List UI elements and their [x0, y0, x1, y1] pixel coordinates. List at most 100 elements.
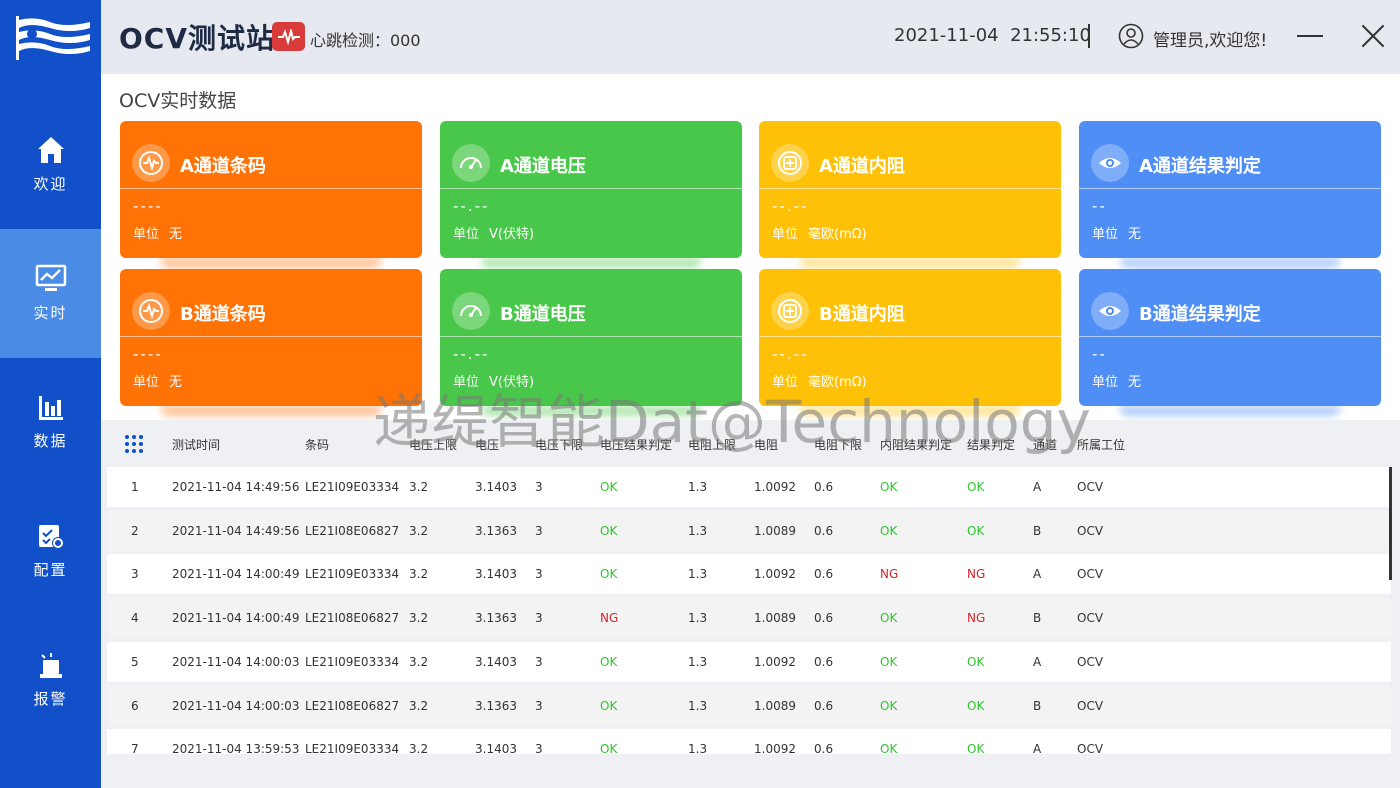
- alarm-icon: [39, 653, 62, 678]
- table-cell: 0.6: [814, 655, 834, 669]
- table-cell: 1.0092: [754, 742, 796, 754]
- table-row[interactable]: 5 2021-11-04 14:00:03 LE21I09E03334 3.2 3.14…: [107, 642, 1391, 682]
- col-header-volt-result[interactable]: 电压结果判定: [600, 438, 673, 452]
- card-title: A通道内阻: [819, 156, 905, 177]
- table-header: 测试时间 条码 电压上限 电压 电压下限 电压结果判定 电阻上限 电阻 电阻下限…: [107, 420, 1398, 464]
- card-title: A通道结果判定: [1139, 156, 1261, 177]
- col-header-resistance[interactable]: 电阻: [754, 438, 779, 452]
- nav-item-data[interactable]: 数据: [0, 358, 101, 487]
- nav-label: 实时: [33, 304, 68, 322]
- card-unit: 单位 V(伏特): [453, 375, 535, 390]
- nav-label: 数据: [33, 432, 68, 450]
- table-row[interactable]: 4 2021-11-04 14:00:49 LE21I08E06827 3.2 3.13…: [107, 598, 1391, 638]
- col-header-res-lower[interactable]: 电阻下限: [814, 438, 863, 452]
- table-cell: 3: [131, 567, 139, 581]
- table-row[interactable]: 7 2021-11-04 13:59:53 LE21I09E03334 3.2 3.14…: [107, 729, 1391, 754]
- table-cell: A: [1033, 742, 1042, 754]
- footer-strip: [101, 754, 1400, 788]
- nav-item-config[interactable]: 配置: [0, 487, 101, 616]
- table-row[interactable]: 3 2021-11-04 14:00:49 LE21I09E03334 3.2 3.14…: [107, 554, 1391, 594]
- table-row[interactable]: 6 2021-11-04 14:00:03 LE21I08E06827 3.2 3.13…: [107, 686, 1391, 726]
- card-value: --: [1092, 345, 1107, 363]
- table-cell: 1.0092: [754, 655, 796, 669]
- table-cell: OK: [600, 524, 618, 538]
- table-cell: OK: [967, 742, 985, 754]
- table-cell: 3.2: [409, 742, 429, 754]
- table-cell: OCV: [1077, 699, 1104, 713]
- nav-item-alarm[interactable]: 报警: [0, 616, 101, 745]
- col-header-voltage[interactable]: 电压: [475, 438, 500, 452]
- table-cell: 0.6: [814, 742, 834, 754]
- minimize-button[interactable]: [1295, 20, 1327, 52]
- table-scrollbar[interactable]: [1389, 467, 1392, 580]
- table-cell: 1.0092: [754, 480, 796, 494]
- table-cell: LE21I08E06827: [305, 524, 400, 538]
- table-cell: 3.2: [409, 567, 429, 581]
- table-cell: 6: [131, 699, 139, 713]
- table-cell: 2021-11-04 14:00:03: [172, 655, 300, 669]
- table-cell: A: [1033, 480, 1042, 494]
- col-header-volt-upper[interactable]: 电压上限: [409, 438, 458, 452]
- table-cell: 3: [535, 567, 543, 581]
- table-row[interactable]: 2 2021-11-04 14:49:56 LE21I08E06827 3.2 3.13…: [107, 511, 1391, 551]
- card-title: B通道条码: [180, 304, 266, 325]
- table-cell: 2: [131, 524, 139, 538]
- bar-chart-icon: [38, 396, 63, 420]
- table-cell: 3.2: [409, 655, 429, 669]
- user-icon[interactable]: [1118, 23, 1144, 49]
- col-header-volt-lower[interactable]: 电压下限: [535, 438, 584, 452]
- table-cell: OK: [967, 524, 985, 538]
- nav-label: 欢迎: [33, 175, 68, 193]
- close-button[interactable]: [1357, 20, 1389, 52]
- card-title: A通道条码: [180, 156, 266, 177]
- table-cell: 3: [535, 655, 543, 669]
- table-cell: A: [1033, 567, 1042, 581]
- table-cell: OK: [967, 480, 985, 494]
- col-header-result[interactable]: 结果判定: [967, 438, 1016, 452]
- table-cell: OK: [600, 480, 618, 494]
- table-cell: OK: [880, 524, 898, 538]
- table-cell: OK: [600, 567, 618, 581]
- table-cell: 0.6: [814, 567, 834, 581]
- user-greeting: 管理员,欢迎您!: [1153, 31, 1268, 51]
- table-cell: LE21I08E06827: [305, 699, 400, 713]
- table-cell: 1.3: [688, 699, 708, 713]
- table-cell: 1: [131, 480, 139, 494]
- table-cell: 1.0092: [754, 567, 796, 581]
- table-row[interactable]: 1 2021-11-04 14:49:56 LE21I09E03334 3.2 3.14…: [107, 467, 1391, 507]
- home-icon: [37, 137, 64, 163]
- table-cell: OCV: [1077, 524, 1104, 538]
- card-unit: 单位 毫欧(mΩ): [772, 375, 867, 390]
- table-cell: 2021-11-04 14:49:56: [172, 480, 300, 494]
- col-header-time[interactable]: 测试时间: [172, 438, 221, 452]
- table-cell: NG: [967, 611, 986, 625]
- col-header-channel[interactable]: 通道: [1033, 438, 1058, 452]
- table-cell: LE21I09E03334: [305, 742, 400, 754]
- heartbeat-status: 心跳检测：000: [310, 31, 421, 50]
- col-header-res-upper[interactable]: 电阻上限: [688, 438, 737, 452]
- table-cell: 3.1403: [475, 480, 517, 494]
- nav-item-realtime[interactable]: 实时: [0, 229, 101, 358]
- col-header-res-result[interactable]: 内阻结果判定: [880, 438, 953, 452]
- table-cell: 3.2: [409, 699, 429, 713]
- table-cell: B: [1033, 611, 1042, 625]
- card-unit: 单位 毫欧(mΩ): [772, 227, 867, 242]
- nav-item-welcome[interactable]: 欢迎: [0, 100, 101, 229]
- table-cell: 3.1363: [475, 611, 517, 625]
- table-cell: OCV: [1077, 567, 1104, 581]
- card-value: --.--: [453, 345, 490, 363]
- table-cell: B: [1033, 699, 1042, 713]
- grid-menu-icon[interactable]: [125, 435, 143, 453]
- col-header-station[interactable]: 所属工位: [1077, 438, 1126, 452]
- table-cell: 2021-11-04 14:00:49: [172, 567, 300, 581]
- table-cell: 1.3: [688, 524, 708, 538]
- gauge-icon: [452, 144, 490, 182]
- card-title: B通道结果判定: [1139, 304, 1261, 325]
- table-cell: 1.0089: [754, 611, 796, 625]
- card-unit: 单位无: [1092, 375, 1142, 390]
- table-cell: OK: [600, 699, 618, 713]
- header: OCV测试站 心跳检测：000 2021-11-04 21:55:10 管理员,…: [101, 0, 1400, 74]
- col-header-barcode[interactable]: 条码: [305, 438, 330, 452]
- header-divider: [1088, 24, 1090, 48]
- table-cell: NG: [967, 567, 986, 581]
